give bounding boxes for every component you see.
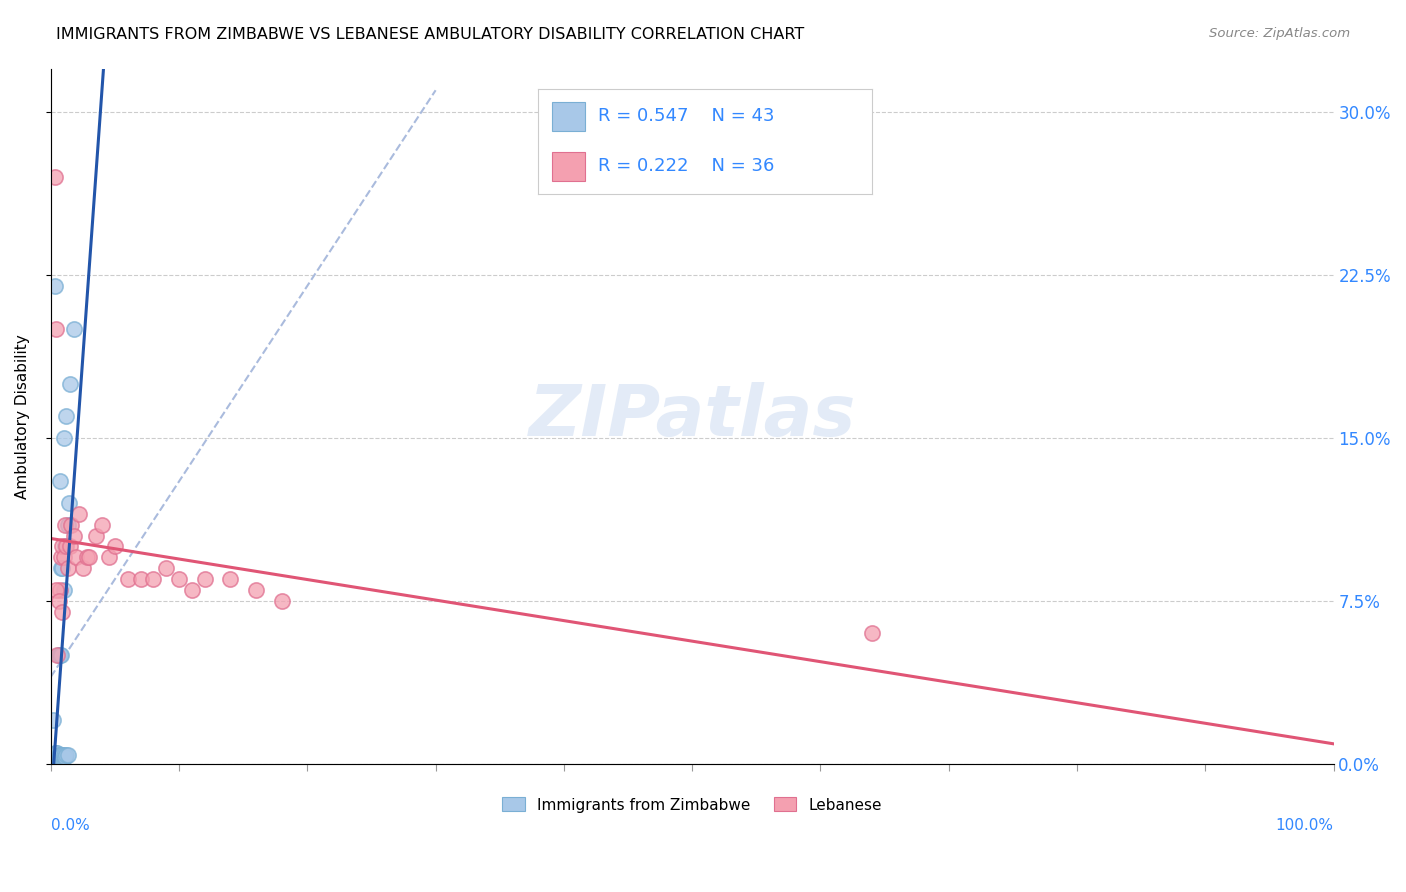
Point	[56, 561, 79, 575]
Point	[51, 540, 73, 554]
Point	[45, 322, 67, 336]
Point	[63, 528, 86, 542]
Point	[52, 582, 75, 597]
Legend: Immigrants from Zimbabwe, Lebanese: Immigrants from Zimbabwe, Lebanese	[496, 791, 889, 819]
Point	[91, 517, 114, 532]
Point	[55, 409, 77, 424]
Point	[53, 540, 76, 554]
Point	[65, 550, 87, 565]
Point	[181, 582, 204, 597]
Point	[194, 572, 217, 586]
Point	[270, 594, 292, 608]
Point	[42, 750, 65, 764]
Point	[60, 517, 83, 532]
Point	[46, 747, 69, 762]
Point	[44, 746, 66, 760]
Point	[49, 750, 72, 764]
Point	[53, 517, 76, 532]
Point	[56, 747, 79, 762]
Text: 0.0%: 0.0%	[51, 818, 90, 833]
Text: Source: ZipAtlas.com: Source: ZipAtlas.com	[1209, 27, 1350, 40]
Point	[219, 572, 242, 586]
Point	[46, 750, 69, 764]
Point	[49, 475, 72, 489]
Point	[46, 648, 69, 662]
Point	[45, 746, 67, 760]
Point	[48, 750, 70, 764]
Point	[58, 496, 80, 510]
Point	[49, 750, 72, 764]
Point	[59, 376, 82, 391]
Point	[52, 747, 75, 762]
Point	[84, 528, 107, 542]
Point	[245, 582, 267, 597]
Point	[59, 540, 82, 554]
Text: ZIPatlas: ZIPatlas	[529, 382, 856, 450]
Point	[49, 582, 72, 597]
Point	[860, 626, 883, 640]
Point	[45, 750, 67, 764]
Point	[63, 322, 86, 336]
Point	[49, 747, 72, 762]
Point	[51, 750, 73, 764]
Point	[44, 750, 66, 764]
Point	[45, 582, 67, 597]
Point	[44, 750, 66, 764]
Point	[79, 550, 101, 565]
Point	[48, 750, 70, 764]
Point	[45, 747, 67, 762]
Text: IMMIGRANTS FROM ZIMBABWE VS LEBANESE AMBULATORY DISABILITY CORRELATION CHART: IMMIGRANTS FROM ZIMBABWE VS LEBANESE AMB…	[56, 27, 804, 42]
Point	[49, 561, 72, 575]
Point	[49, 648, 72, 662]
Point	[52, 550, 75, 565]
Point	[67, 507, 90, 521]
Y-axis label: Ambulatory Disability: Ambulatory Disability	[15, 334, 30, 499]
Point	[51, 561, 73, 575]
Point	[97, 550, 120, 565]
Point	[52, 431, 75, 445]
Point	[72, 561, 94, 575]
Point	[55, 747, 77, 762]
Point	[49, 747, 72, 762]
Point	[42, 713, 65, 727]
Point	[51, 747, 73, 762]
Point	[117, 572, 139, 586]
Point	[129, 572, 152, 586]
Point	[55, 540, 77, 554]
Point	[155, 561, 177, 575]
Point	[44, 278, 66, 293]
Point	[49, 750, 72, 764]
Point	[49, 648, 72, 662]
Point	[52, 750, 75, 764]
Point	[104, 540, 127, 554]
Text: 100.0%: 100.0%	[1275, 818, 1333, 833]
Point	[167, 572, 190, 586]
Point	[46, 746, 69, 760]
Point	[76, 550, 98, 565]
Point	[53, 750, 76, 764]
Point	[49, 550, 72, 565]
Point	[48, 747, 70, 762]
Point	[56, 517, 79, 532]
Point	[44, 170, 66, 185]
Point	[51, 605, 73, 619]
Point	[41, 752, 63, 766]
Point	[48, 648, 70, 662]
Point	[46, 750, 69, 764]
Point	[48, 594, 70, 608]
Point	[142, 572, 165, 586]
